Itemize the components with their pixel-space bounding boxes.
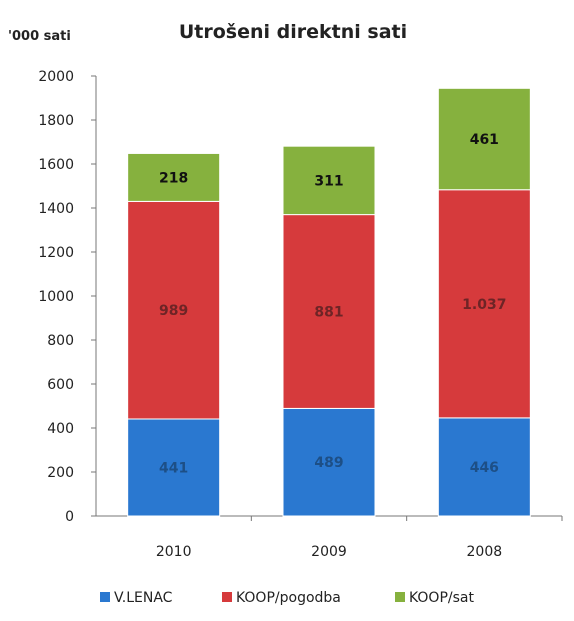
legend-swatch xyxy=(222,592,232,602)
chart-title: Utrošeni direktni sati xyxy=(179,21,407,43)
data-label: 218 xyxy=(159,170,188,186)
y-tick-label: 200 xyxy=(47,465,74,481)
axes: 0 200 400 600 800 1000 1200 1400 1600 1800 2000 201… xyxy=(38,69,563,560)
data-label: 989 xyxy=(159,303,188,319)
y-axis-unit-label: '000 sati xyxy=(8,29,71,44)
bar-segment xyxy=(127,200,221,420)
legend-label: KOOP/sat xyxy=(409,590,474,606)
x-tick-label: 2010 xyxy=(156,544,192,560)
y-tick-label: 400 xyxy=(47,421,74,437)
bar-segment xyxy=(437,189,531,419)
y-tick-label: 1400 xyxy=(38,201,74,217)
y-tick-label: 0 xyxy=(65,509,74,525)
data-labels: 441 989 218 489 881 311 446 1.037 461 xyxy=(159,132,506,476)
bars xyxy=(127,87,531,517)
legend-swatch xyxy=(395,592,405,602)
bar-segment xyxy=(437,87,531,191)
y-tick-label: 600 xyxy=(47,377,74,393)
bar-segment xyxy=(282,214,376,409)
legend-label: KOOP/pogodba xyxy=(236,590,341,606)
data-label: 311 xyxy=(314,173,343,189)
data-label: 441 xyxy=(159,460,188,476)
data-label: 489 xyxy=(314,455,343,471)
bar-segment xyxy=(282,407,376,517)
legend-label: V.LENAC xyxy=(114,590,173,606)
bar-segment xyxy=(437,417,531,517)
data-label: 461 xyxy=(470,132,499,148)
legend: V.LENAC KOOP/pogodba KOOP/sat xyxy=(100,590,474,606)
x-tick-label: 2009 xyxy=(311,544,347,560)
bar-segment xyxy=(127,418,221,517)
x-tick-label: 2008 xyxy=(467,544,503,560)
y-tick-label: 1600 xyxy=(38,157,74,173)
data-label: 881 xyxy=(314,305,343,321)
data-label: 446 xyxy=(470,460,499,476)
legend-swatch xyxy=(100,592,110,602)
y-tick-label: 1200 xyxy=(38,245,74,261)
y-tick-label: 1000 xyxy=(38,289,74,305)
bar-segment xyxy=(282,145,376,216)
y-tick-label: 800 xyxy=(47,333,74,349)
y-tick-label: 2000 xyxy=(38,69,74,85)
y-tick-label: 1800 xyxy=(38,113,74,129)
bar-segment xyxy=(127,152,221,202)
data-label: 1.037 xyxy=(462,297,506,313)
